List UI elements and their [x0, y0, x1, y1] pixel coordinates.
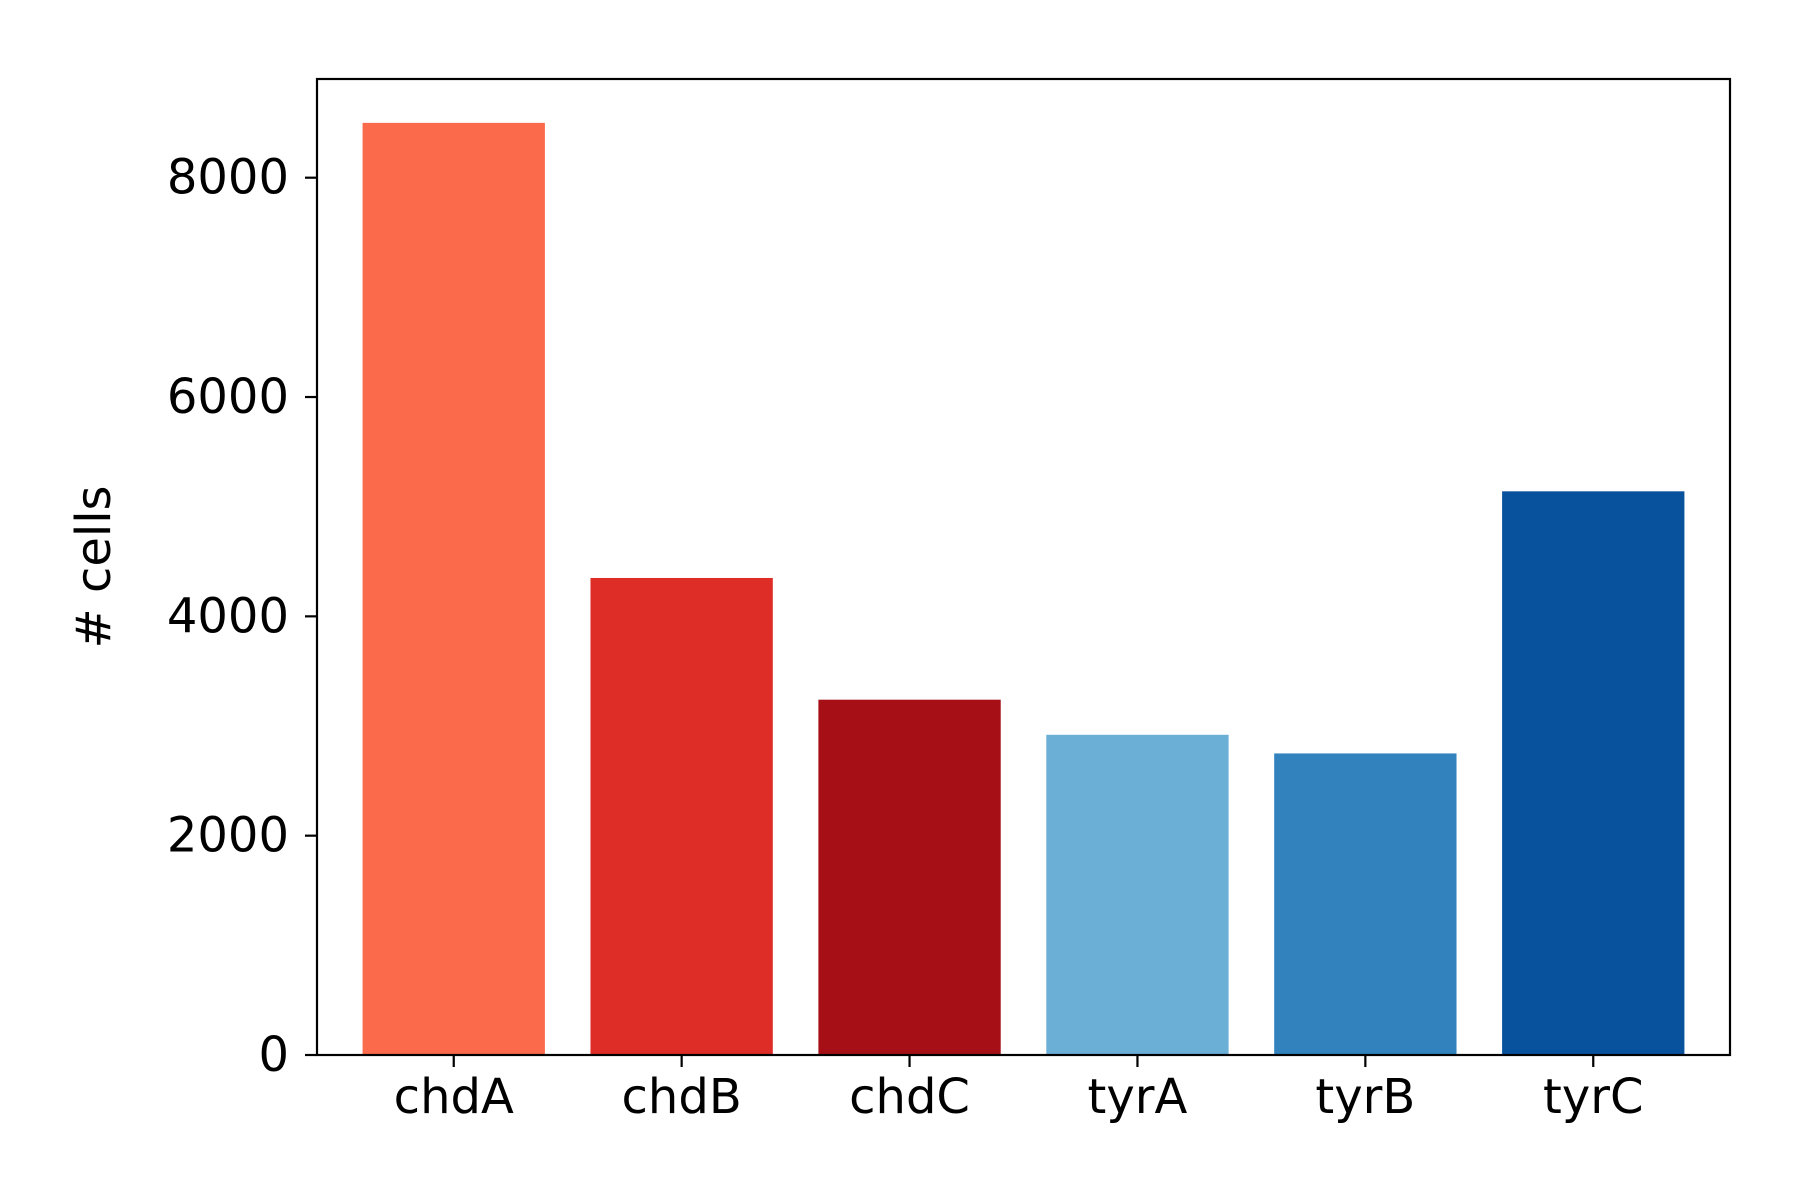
y-tick-label: 8000 — [167, 150, 289, 206]
y-tick-label: 4000 — [167, 588, 289, 644]
x-tick-label-tyrA: tyrA — [1088, 1069, 1188, 1125]
bar-chdB — [590, 577, 773, 1055]
x-tick-label-chdC: chdC — [849, 1069, 970, 1125]
x-tick-label-chdA: chdA — [394, 1069, 514, 1125]
bars-layer — [362, 122, 1685, 1055]
y-axis: 0 2000 4000 6000 8000 — [167, 150, 317, 1083]
x-axis: chdA chdB chdC tyrA tyrB tyrC — [394, 1055, 1644, 1125]
y-axis-label: # cells — [66, 485, 122, 648]
x-tick-label-chdB: chdB — [622, 1069, 742, 1125]
y-tick-label: 6000 — [167, 369, 289, 425]
bar-tyrC — [1502, 491, 1685, 1055]
bar-chdC — [818, 699, 1001, 1055]
y-tick-label: 0 — [258, 1027, 289, 1083]
x-tick-label-tyrC: tyrC — [1543, 1069, 1643, 1125]
bar-tyrB — [1274, 753, 1457, 1055]
y-tick-label: 2000 — [167, 808, 289, 864]
plot-frame — [315, 77, 1732, 1057]
x-tick-label-tyrB: tyrB — [1315, 1069, 1415, 1125]
bar-chdA — [362, 122, 545, 1055]
bar-tyrA — [1046, 734, 1229, 1055]
